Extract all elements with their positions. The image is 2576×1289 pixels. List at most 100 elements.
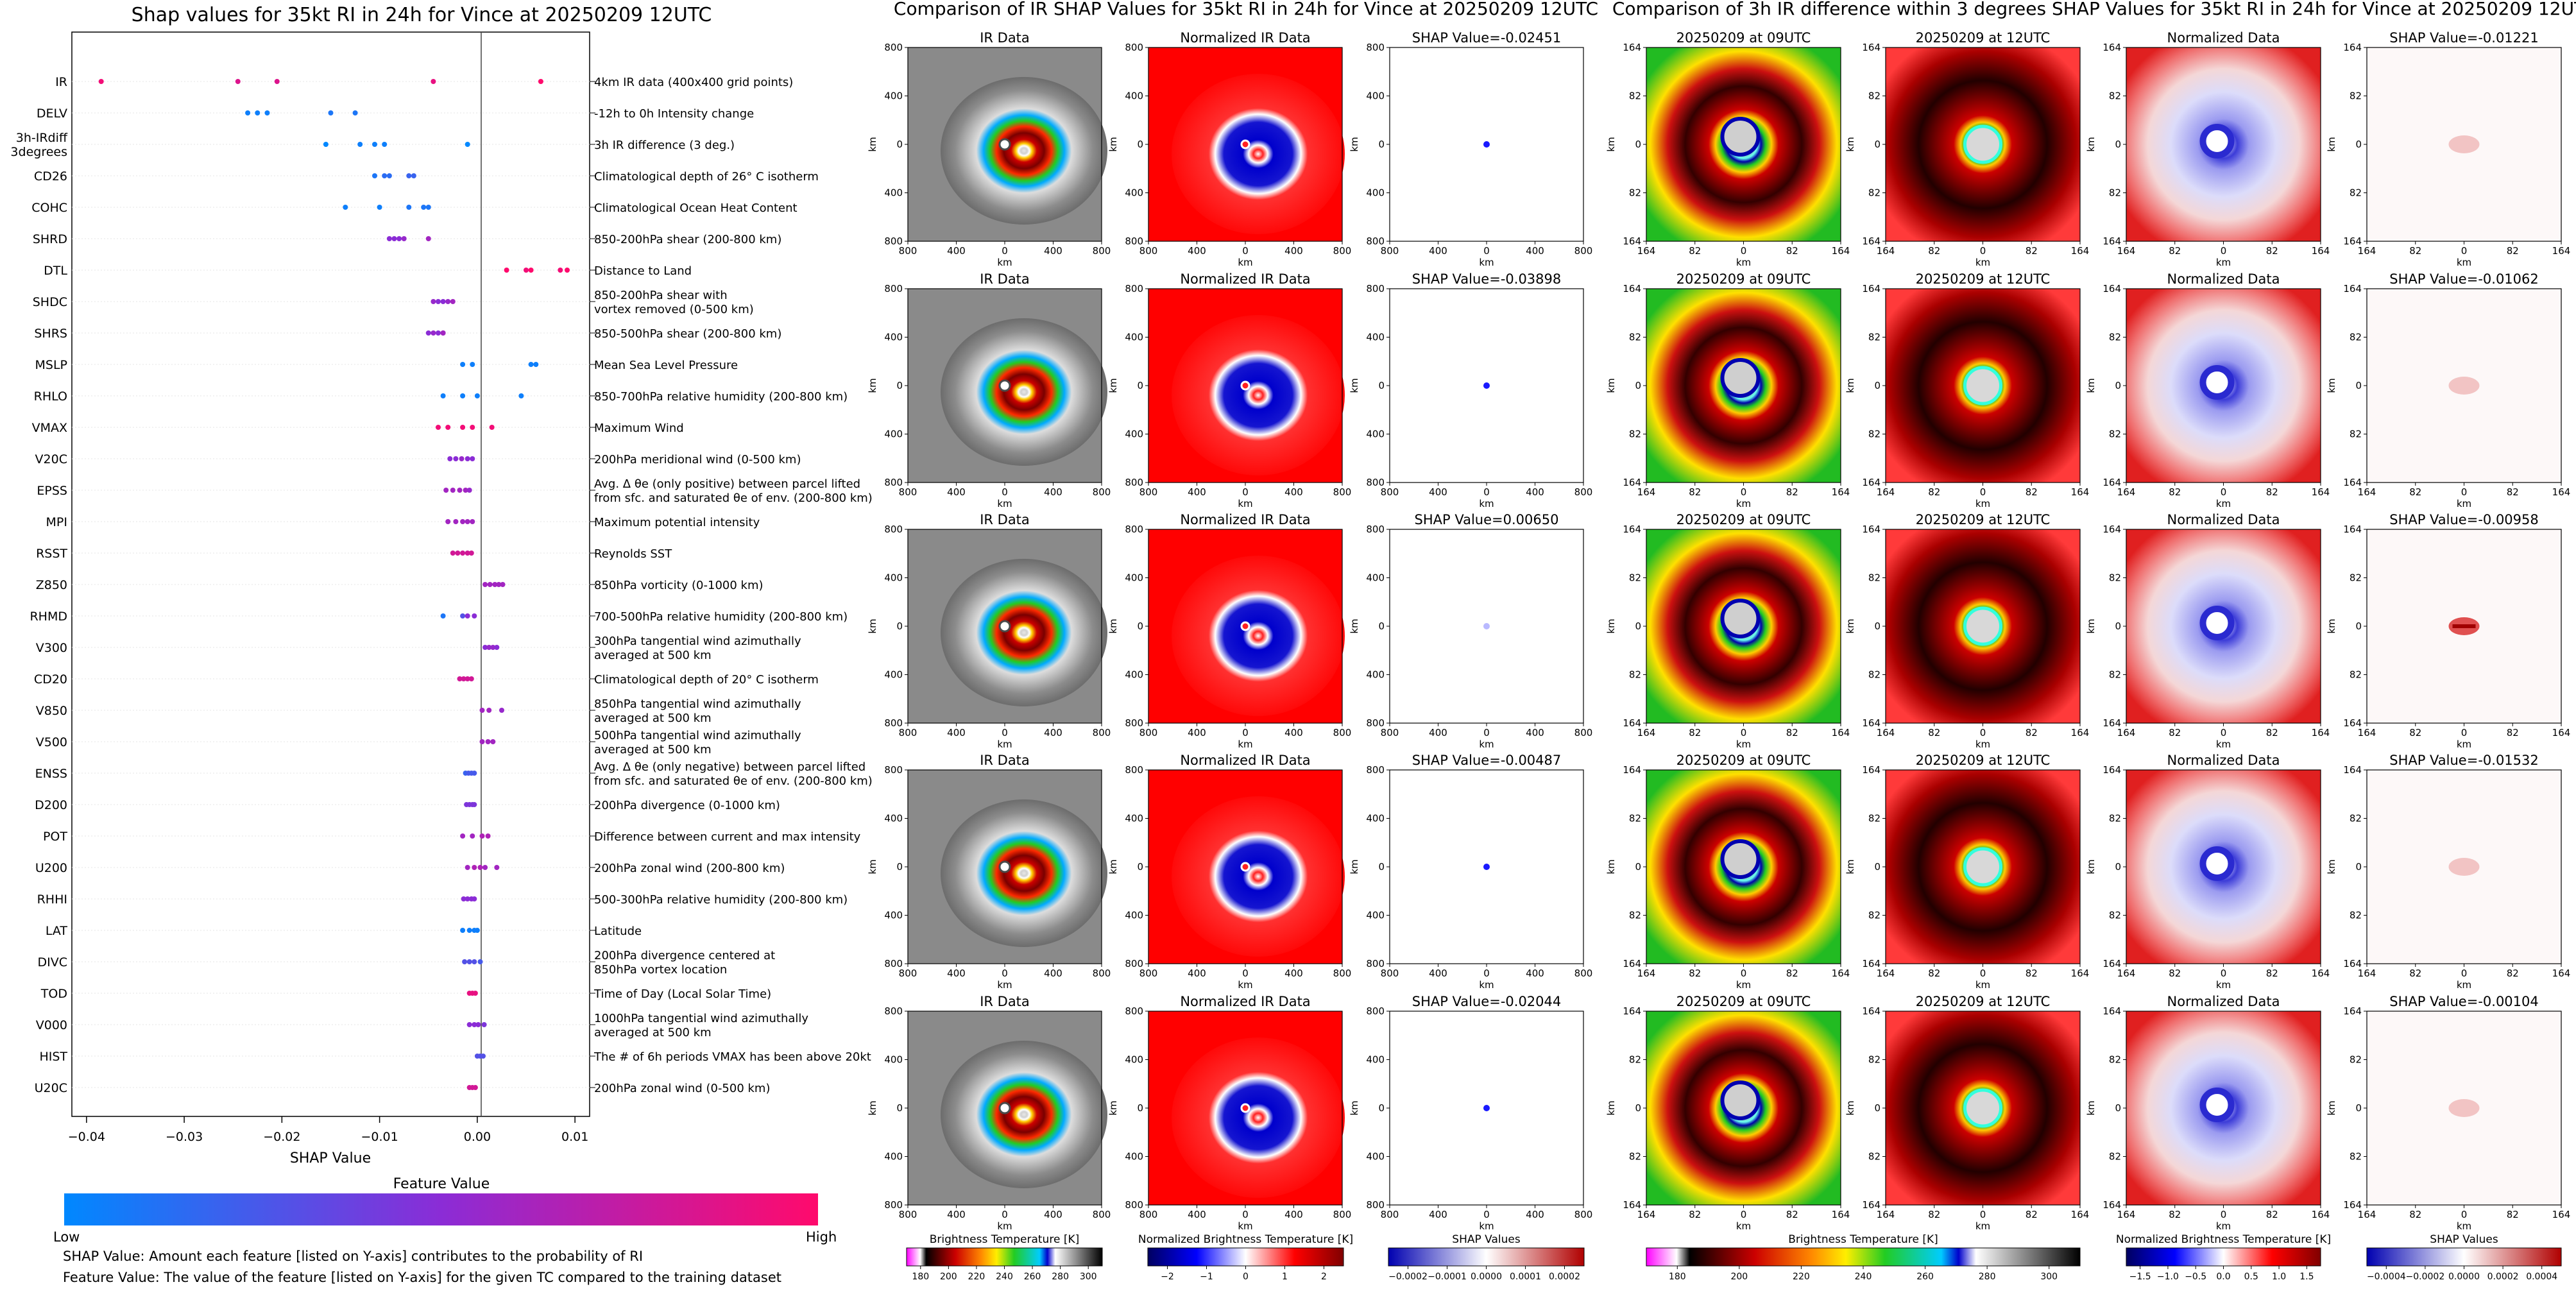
feature-label: SHDC [33, 295, 67, 309]
y-axis-label: km [1107, 1100, 1119, 1115]
x-tick-label: 82 [1689, 486, 1701, 498]
panel-title: Normalized Data [2167, 994, 2280, 1009]
feature-description: Climatological depth of 20° C isotherm [594, 673, 819, 687]
feature-label: V300 [36, 641, 67, 655]
x-tick-label: −0.03 [166, 1130, 203, 1144]
x-tick-label: 800 [1333, 486, 1352, 498]
y-tick-label: 164 [2103, 524, 2121, 535]
ird-shap-colorbar: SHAP Values −0.0004 −0.0002 0.0000 0.0002 0.0… [2366, 1233, 2562, 1282]
shap-point [468, 676, 474, 681]
y-tick-label: 800 [1366, 42, 1385, 53]
y-axis-label: km [2085, 619, 2097, 633]
y-tick-label: 400 [1366, 90, 1385, 102]
x-tick-label: 800 [1381, 1209, 1399, 1220]
colorbar-tick-label: 0.0 [2216, 1272, 2230, 1282]
feature-description: 850-700hPa relative humidity (200-800 km… [594, 390, 848, 404]
y-tick-label: 164 [2343, 235, 2362, 247]
shap-point [492, 582, 498, 587]
y-tick-label: 400 [1366, 813, 1385, 824]
y-tick-label: 164 [2343, 524, 2362, 535]
x-axis-label: km [1238, 498, 1252, 509]
y-axis-label: km [867, 137, 878, 151]
storm-eye [1963, 606, 2002, 646]
x-tick-label: 400 [1429, 968, 1447, 979]
x-tick-label: 800 [1139, 486, 1158, 498]
y-tick-label: 0 [1874, 1102, 1881, 1114]
feature-label: POT [43, 830, 67, 844]
x-tick-label: 164 [2358, 727, 2376, 738]
x-tick-label: 400 [1429, 727, 1447, 738]
y-axis-label: km [2326, 137, 2337, 151]
normalized-storm [1172, 796, 1345, 957]
x-tick-label: 800 [1574, 245, 1593, 257]
y-tick-label: 164 [2103, 1199, 2121, 1211]
y-tick-label: 0 [2355, 620, 2362, 632]
y-tick-label: 82 [1629, 187, 1641, 199]
x-tick-label: 164 [2117, 1209, 2136, 1220]
ir-storm [941, 318, 1107, 466]
shap-point [431, 299, 436, 304]
panel-title: Normalized Data [2167, 271, 2280, 287]
x-tick-label: 400 [947, 1209, 966, 1220]
colorbar-tick-label: 0.0004 [2526, 1272, 2557, 1282]
ird-09utc-panel: 20250209 at 09UTC1641648282008282164164k… [1605, 30, 1850, 268]
shap-point [494, 865, 500, 870]
x-tick-label: 82 [1689, 245, 1701, 257]
panel-title: Normalized IR Data [1180, 994, 1310, 1009]
y-axis-label: km [2326, 1100, 2337, 1115]
feature-label: RHLO [34, 389, 67, 404]
feature-description: Maximum Wind [594, 422, 684, 435]
colorbar-tick-label: −0.5 [2185, 1272, 2206, 1282]
shap-point [440, 613, 446, 619]
y-tick-label: 800 [884, 42, 903, 53]
x-tick-label: 82 [1689, 1209, 1701, 1220]
shap-point [343, 205, 348, 210]
storm-eye [2199, 124, 2235, 158]
shap-point [406, 205, 412, 210]
x-tick-label: 164 [1637, 968, 1656, 979]
y-tick-label: 400 [1125, 669, 1143, 681]
x-tick-label: 0 [1741, 486, 1747, 498]
x-axis-label: km [1736, 498, 1751, 509]
y-tick-label: 164 [2103, 235, 2121, 247]
feature-description: Mean Sea Level Pressure [594, 359, 738, 372]
colorbar-label: Normalized Brightness Temperature [K] [1138, 1233, 1353, 1246]
x-tick-label: 800 [1574, 1209, 1593, 1220]
shap-point [482, 645, 488, 650]
colorbar-tick-label: 1.5 [2299, 1272, 2314, 1282]
shap-point [460, 393, 466, 398]
panel-title: 20250209 at 09UTC [1676, 271, 1811, 287]
shap-points [98, 79, 570, 1090]
x-axis-label: km [1479, 498, 1494, 509]
x-axis-label: km [2216, 738, 2231, 750]
y-tick-label: 0 [2115, 380, 2121, 391]
y-tick-label: 164 [1862, 1199, 1881, 1211]
x-tick-label: 164 [2552, 486, 2571, 498]
y-tick-label: 82 [2350, 813, 2362, 824]
shap-point [445, 299, 451, 304]
shap-summary-title: Shap values for 35kt RI in 24h for Vince… [132, 4, 712, 26]
shap-hotspot [1483, 623, 1490, 629]
x-tick-label: 400 [1429, 1209, 1447, 1220]
y-tick-label: 82 [2109, 813, 2121, 824]
x-axis-label: km [1238, 257, 1252, 268]
shap-point [470, 425, 475, 430]
shap-point [352, 110, 358, 115]
ird-shap-panel: SHAP Value=-0.01062164164828200828216416… [2326, 271, 2570, 509]
shap-point [470, 456, 475, 461]
y-axis-label: km [867, 1100, 878, 1115]
x-axis-label: km [1238, 1220, 1252, 1232]
ir-shap-panel: SHAP Value=-0.03898800800400400004004008… [1349, 271, 1592, 509]
y-tick-label: 400 [884, 187, 903, 199]
x-tick-label: 82 [2169, 245, 2181, 257]
shap-point [465, 613, 470, 619]
x-tick-label: 164 [2358, 245, 2376, 257]
panel-title: 20250209 at 09UTC [1676, 512, 1811, 527]
shap-point [481, 1022, 487, 1027]
storm-eye [1720, 599, 1761, 638]
x-tick-label: −0.02 [263, 1130, 300, 1144]
feature-description: 700-500hPa relative humidity (200-800 km… [594, 610, 848, 624]
x-tick-label: 164 [1877, 968, 1895, 979]
colorbar-label: SHAP Values [2430, 1233, 2498, 1246]
